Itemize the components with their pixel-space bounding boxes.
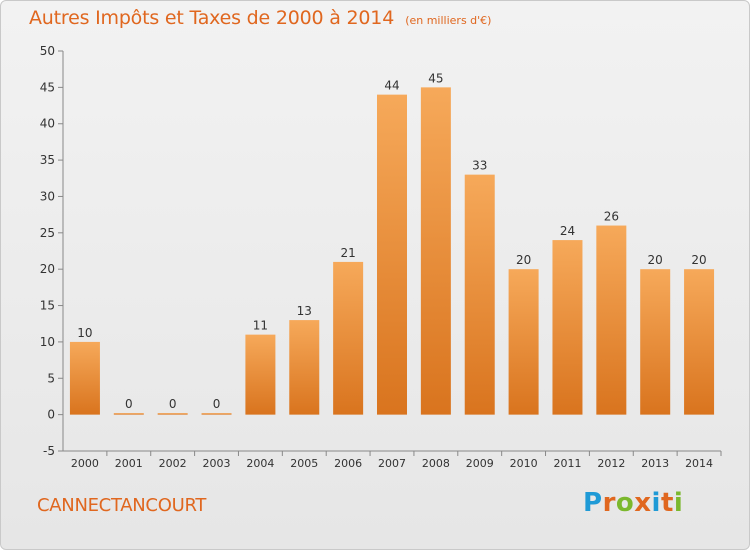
bar-2007: [377, 94, 407, 415]
x-tick-label: 2004: [246, 457, 274, 470]
x-tick-label: 2011: [553, 457, 581, 470]
x-tick-label: 2012: [597, 457, 625, 470]
y-tick-label: 10: [40, 335, 55, 349]
data-label-2011: 24: [560, 224, 575, 238]
logo-letter: r: [602, 488, 616, 518]
data-label-2000: 10: [77, 326, 92, 340]
logo-letter: P: [583, 488, 603, 518]
logo-letter: i: [673, 488, 684, 518]
bar-2012: [596, 225, 627, 415]
y-tick-label: 15: [40, 299, 55, 313]
bar-2009: [464, 174, 495, 415]
bar-2011: [552, 240, 583, 415]
x-tick-label: 2006: [334, 457, 362, 470]
y-tick-label: 30: [40, 189, 55, 203]
data-label-2005: 13: [297, 304, 312, 318]
x-tick-label: 2003: [203, 457, 231, 470]
data-label-2002: 0: [169, 397, 177, 411]
data-label-2001: 0: [125, 397, 133, 411]
proxiti-logo[interactable]: Proxiti: [583, 488, 683, 518]
y-tick-label: 50: [40, 44, 55, 58]
x-tick-label: 2010: [510, 457, 538, 470]
x-tick-label: 2001: [115, 457, 143, 470]
bar-2014: [684, 269, 715, 415]
x-tick-label: 2005: [290, 457, 318, 470]
bar-2005: [289, 320, 320, 415]
data-label-2012: 26: [604, 210, 619, 224]
data-label-2008: 45: [428, 71, 443, 85]
bar-2008: [420, 87, 451, 415]
data-label-2006: 21: [340, 246, 355, 260]
x-tick-label: 2013: [641, 457, 669, 470]
x-tick-label: 2007: [378, 457, 406, 470]
x-tick-label: 2002: [159, 457, 187, 470]
bar-2013: [640, 269, 671, 415]
chart-subtitle: (en milliers d'€): [405, 14, 492, 27]
x-tick-label: 2009: [466, 457, 494, 470]
y-tick-label: 45: [40, 80, 55, 94]
bar-2010: [508, 269, 539, 415]
data-label-2009: 33: [472, 159, 487, 173]
y-tick-label: -5: [43, 444, 55, 458]
x-tick-label: 2014: [685, 457, 713, 470]
data-label-2013: 20: [648, 253, 663, 267]
commune-name: CANNECTANCOURT: [37, 495, 207, 516]
bar-2001: [113, 413, 144, 415]
x-tick-label: 2008: [422, 457, 450, 470]
data-label-2004: 11: [253, 319, 268, 333]
logo-letter: o: [615, 488, 635, 518]
logo-letter: x: [634, 488, 652, 518]
bar-2003: [201, 413, 232, 415]
y-tick-label: 35: [40, 153, 55, 167]
title-block: Autres Impôts et Taxes de 2000 à 2014 (e…: [29, 7, 491, 29]
chart-title: Autres Impôts et Taxes de 2000 à 2014: [29, 7, 395, 29]
bar-2004: [245, 334, 276, 415]
bar-2000: [69, 341, 100, 415]
bar-2002: [157, 413, 188, 415]
data-label-2014: 20: [691, 253, 706, 267]
y-tick-label: 20: [40, 262, 55, 276]
x-tick-label: 2000: [71, 457, 99, 470]
y-tick-label: 25: [40, 226, 55, 240]
logo-letter: i: [651, 488, 661, 518]
data-label-2003: 0: [213, 397, 221, 411]
y-tick-label: 40: [40, 117, 55, 131]
data-label-2007: 44: [384, 79, 399, 93]
y-tick-label: 5: [47, 371, 55, 385]
data-label-2010: 20: [516, 253, 531, 267]
y-tick-label: 0: [47, 408, 55, 422]
logo-letter: t: [660, 488, 674, 518]
bar-2006: [333, 261, 364, 415]
